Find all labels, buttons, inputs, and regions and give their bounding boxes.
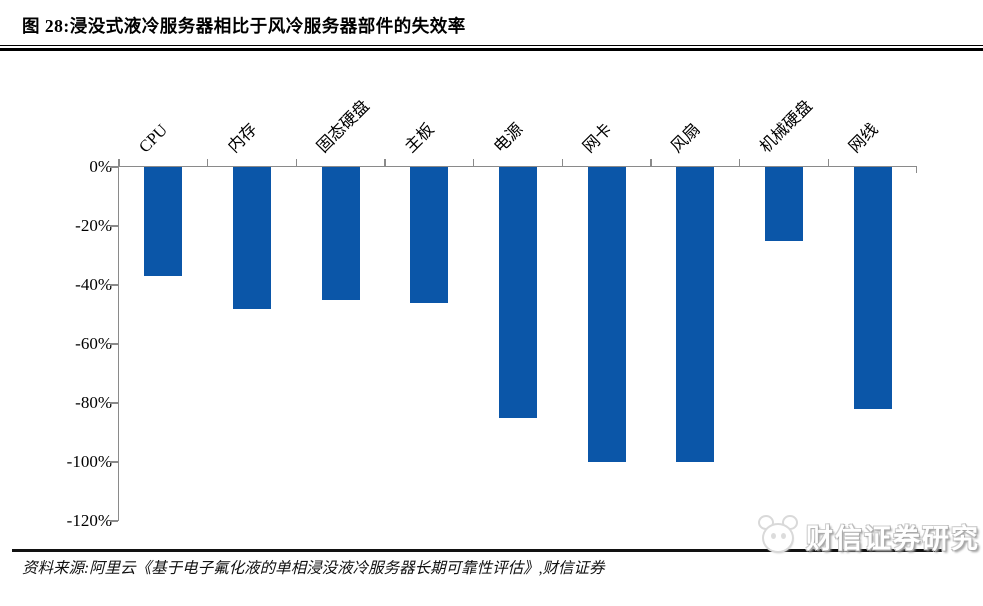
bar [321, 167, 360, 300]
category-label: 固态硬盘 [312, 96, 373, 157]
y-axis-tick [110, 166, 118, 168]
category-label: 内存 [223, 119, 261, 157]
x-axis-tick [295, 159, 298, 166]
chart: 0% -20% -40% -60% -80% -100% -120% CPU 内存 固态硬盘 主板 电… [0, 60, 983, 545]
y-axis-tick-label: -60% [75, 334, 112, 353]
category-label: CPU [135, 120, 172, 157]
y-axis-tick-label: -80% [75, 393, 112, 412]
figure-number: 图 28: [22, 16, 70, 36]
y-axis-tick-label: 0% [89, 157, 112, 176]
x-axis-tick [384, 159, 386, 166]
bar [853, 167, 892, 409]
x-axis-tick [650, 159, 652, 166]
bar [676, 167, 715, 462]
watermark: 财信证券研究 [758, 515, 980, 557]
y-axis-tick-label: -20% [75, 216, 112, 235]
bar [765, 167, 803, 241]
x-axis-end-tick [915, 167, 917, 173]
category-label: 电源 [489, 119, 527, 157]
category-label: 主板 [401, 119, 438, 157]
chart-title: 浸没式液冷服务器相比于风冷服务器部件的失效率 [69, 16, 466, 36]
y-axis-tick [110, 225, 118, 227]
bar [233, 167, 271, 309]
y-axis-tick [110, 284, 118, 286]
bar [499, 167, 537, 418]
x-axis-tick [738, 159, 741, 166]
bar [410, 167, 449, 303]
y-axis-line [117, 167, 119, 521]
x-axis-tick [118, 159, 120, 166]
category-label: 机械硬盘 [755, 96, 816, 157]
chart-header: 图 28:浸没式液冷服务器相比于风冷服务器部件的失效率 [22, 13, 466, 38]
title-rule [0, 45, 983, 51]
category-label: 网卡 [578, 119, 616, 157]
y-axis-tick-label: -100% [66, 452, 112, 471]
title-rule-thick-line [0, 48, 983, 51]
y-axis-tick [110, 520, 118, 522]
y-axis-tick-label: -120% [66, 511, 112, 530]
y-axis-tick [110, 461, 118, 463]
watermark-text: 财信证券研究 [806, 523, 980, 554]
bar [144, 167, 183, 277]
x-axis-tick [472, 159, 475, 166]
x-axis-tick [827, 159, 830, 166]
y-axis-tick [110, 402, 118, 404]
title-rule-thin-line [0, 45, 983, 46]
y-axis-tick [110, 343, 118, 345]
category-label: 网线 [844, 119, 882, 157]
x-axis-tick [561, 159, 564, 166]
bar [587, 167, 626, 462]
x-axis-line [117, 165, 917, 167]
source-note: 资料来源:阿里云《基于电子氟化液的单相浸没液冷服务器长期可靠性评估》,财信证券 [22, 560, 605, 577]
category-label: 风扇 [667, 119, 704, 157]
footer-rule [12, 549, 942, 552]
panda-logo-icon [758, 515, 802, 557]
y-axis-tick-label: -40% [75, 275, 112, 294]
x-axis-tick [206, 159, 209, 166]
